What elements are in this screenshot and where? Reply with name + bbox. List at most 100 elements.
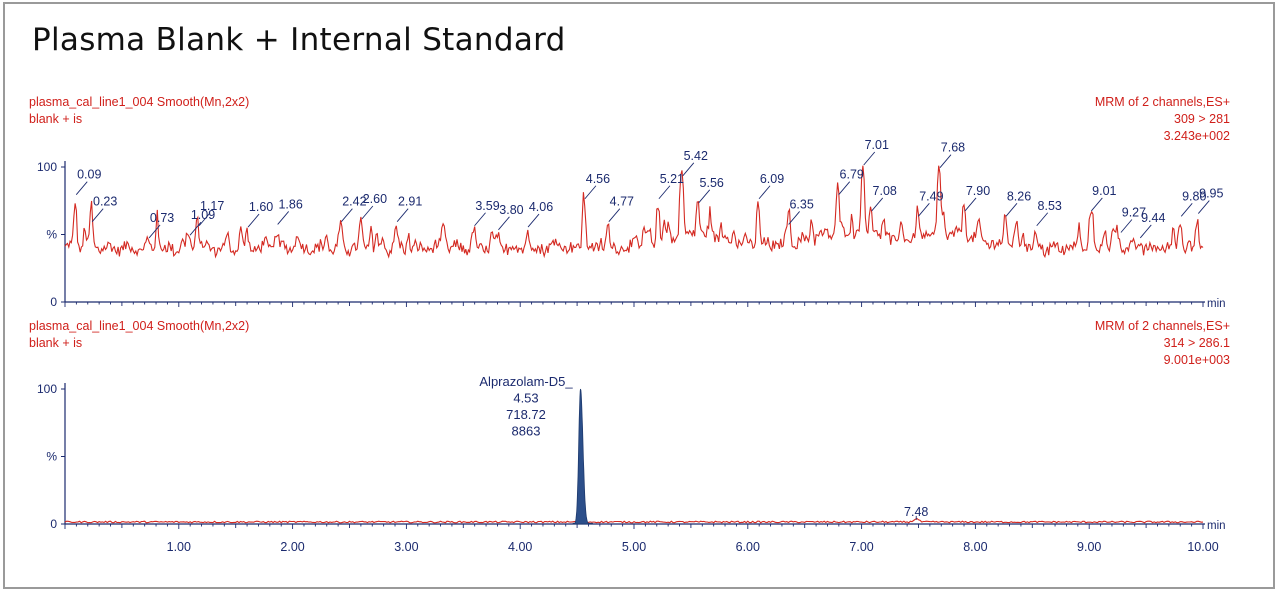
panel1-peak-label: 5.42: [684, 149, 708, 163]
panel2-y-tick-label: 100: [37, 382, 57, 396]
panel1-header-right: MRM of 2 channels,ES+ 309 > 281 3.243e+0…: [1095, 94, 1230, 145]
panel1-peak-leader: [396, 208, 409, 222]
panel1-y-tick-label: %: [46, 228, 57, 242]
panel1-peak-label: 0.09: [77, 168, 101, 182]
x-tick-label: 3.00: [394, 540, 418, 554]
panel2-y-tick-label: %: [46, 450, 57, 464]
panel1-peak-label: 7.49: [919, 189, 943, 203]
panel1-peak-leader: [361, 205, 374, 220]
panel2-header-right: MRM of 2 channels,ES+ 314 > 286.1 9.001e…: [1095, 318, 1230, 369]
panel2-channel: MRM of 2 channels,ES+: [1094, 319, 1230, 333]
panel1-peak-label: 1.09: [191, 208, 215, 222]
panel1-peak-label: 2.91: [398, 195, 422, 209]
panel1-x-unit-label: min: [1207, 298, 1226, 310]
panel1-peak-leader: [474, 212, 486, 227]
panel1-peak-label: 7.68: [941, 141, 965, 155]
panel1-peak-label: 3.59: [475, 199, 499, 213]
panel1-peak-label: 5.21: [660, 172, 684, 186]
panel1-peak-leader: [1139, 224, 1152, 239]
panel1-peak-leader: [698, 189, 711, 204]
panel1-channel: MRM of 2 channels,ES+: [1094, 95, 1230, 109]
panel1-peak-leader: [527, 213, 540, 228]
panel1-peak-label: 3.80: [499, 203, 523, 217]
panel1-peak-label: 7.08: [873, 184, 897, 198]
panel1-peak-leader: [863, 151, 876, 166]
panel1-peak-label: 1.86: [278, 197, 302, 211]
panel1-peak-label: 2.60: [363, 192, 387, 206]
figure-frame: [3, 2, 1275, 589]
panel1-peak-label: 0.23: [93, 195, 117, 209]
panel2-x-unit-label: min: [1207, 520, 1226, 532]
panel1-peak-label: 9.01: [1092, 184, 1116, 198]
panel1-peak-leader: [1180, 203, 1193, 217]
panel1-peak-leader: [1036, 212, 1049, 227]
panel1-peak-leader: [341, 208, 353, 222]
panel2-sample-desc: blank + is: [29, 336, 83, 350]
panel1-peak-label: 8.26: [1007, 189, 1031, 203]
panel1-peak-label: 9.95: [1199, 187, 1223, 201]
x-tick-label: 8.00: [963, 540, 987, 554]
x-tick-label: 5.00: [622, 540, 646, 554]
panel1-peak-leader: [1005, 203, 1018, 217]
panel1-trace-line: [64, 165, 1204, 259]
panel2-peak-annotation-line: 4.53: [513, 391, 538, 406]
panel1-peak-leader: [658, 185, 671, 200]
panel1-peak-leader: [189, 221, 202, 236]
panel1-peak-leader: [247, 213, 260, 228]
panel2-main-peak: [572, 388, 593, 525]
x-tick-label: 2.00: [280, 540, 304, 554]
panel1-peak-label: 5.56: [700, 176, 724, 190]
panel1-peak-leader: [498, 216, 510, 231]
panel2-minor-peak-label: 7.48: [904, 505, 928, 519]
panel1-peak-label: 6.09: [760, 172, 784, 186]
panel1-transition: 309 > 281: [1174, 112, 1230, 126]
panel1-peak-label: 4.06: [529, 200, 553, 214]
panel1-peak-label: 6.35: [789, 197, 813, 211]
panel1-y-tick-label: 100: [37, 160, 57, 174]
panel1-intensity: 3.243e+002: [1163, 129, 1230, 143]
x-tick-label: 1.00: [167, 540, 191, 554]
x-tick-label: 9.00: [1077, 540, 1101, 554]
figure-title: Plasma Blank + Internal Standard: [32, 22, 566, 58]
panel1-peak-leader: [1090, 197, 1103, 212]
panel1-peak-leader: [871, 197, 884, 212]
panel1-sample-desc: blank + is: [29, 112, 83, 126]
panel2-sample-name: plasma_cal_line1_004 Smooth(Mn,2x2): [29, 319, 250, 333]
panel1-peak-label: 1.17: [200, 199, 224, 213]
x-tick-label: 6.00: [736, 540, 760, 554]
panel1-peak-label: 8.53: [1038, 199, 1062, 213]
panel2-trace-line: [64, 517, 1204, 524]
x-tick-label: 7.00: [849, 540, 873, 554]
panel1-peak-leader: [838, 181, 851, 195]
panel1-header-left: plasma_cal_line1_004 Smooth(Mn,2x2) blan…: [29, 94, 249, 128]
x-tick-label: 4.00: [508, 540, 532, 554]
panel1-peak-leader: [584, 185, 597, 200]
panel1-peak-label: 2.42: [342, 195, 366, 209]
panel1-peak-leader: [964, 197, 977, 212]
panel1-sample-name: plasma_cal_line1_004 Smooth(Mn,2x2): [29, 95, 250, 109]
panel2-peak-annotation-line: 718.72: [506, 407, 546, 422]
panel2-intensity: 9.001e+003: [1163, 353, 1230, 367]
panel1-peak-leader: [198, 212, 211, 227]
panel1-peak-leader: [277, 211, 290, 225]
panel1-peak-label: 9.80: [1182, 189, 1206, 203]
panel1-y-tick-label: 0: [50, 295, 57, 309]
panel1-peak-leader: [1120, 219, 1133, 233]
panel1-peak-label: 4.77: [610, 195, 634, 209]
panel1-peak-leader: [1197, 200, 1210, 214]
panel1-peak-leader: [788, 211, 800, 225]
panel1-peak-label: 7.90: [966, 184, 990, 198]
panel1-peak-label: 9.44: [1141, 211, 1165, 225]
panel1-peak-leader: [91, 208, 104, 222]
panel2-header-left: plasma_cal_line1_004 Smooth(Mn,2x2) blan…: [29, 318, 249, 352]
panel1-peak-label: 4.56: [586, 172, 610, 186]
panel1-peak-leader: [918, 203, 930, 217]
panel1-peak-leader: [758, 185, 771, 200]
x-tick-label: 10.00: [1187, 540, 1218, 554]
panel1-peak-leader: [75, 181, 88, 195]
panel1-peak-label: 7.01: [865, 138, 889, 152]
panel1-peak-leader: [148, 224, 161, 239]
panel1-peak-label: 0.73: [150, 211, 174, 225]
panel1-peak-label: 9.27: [1122, 206, 1146, 220]
